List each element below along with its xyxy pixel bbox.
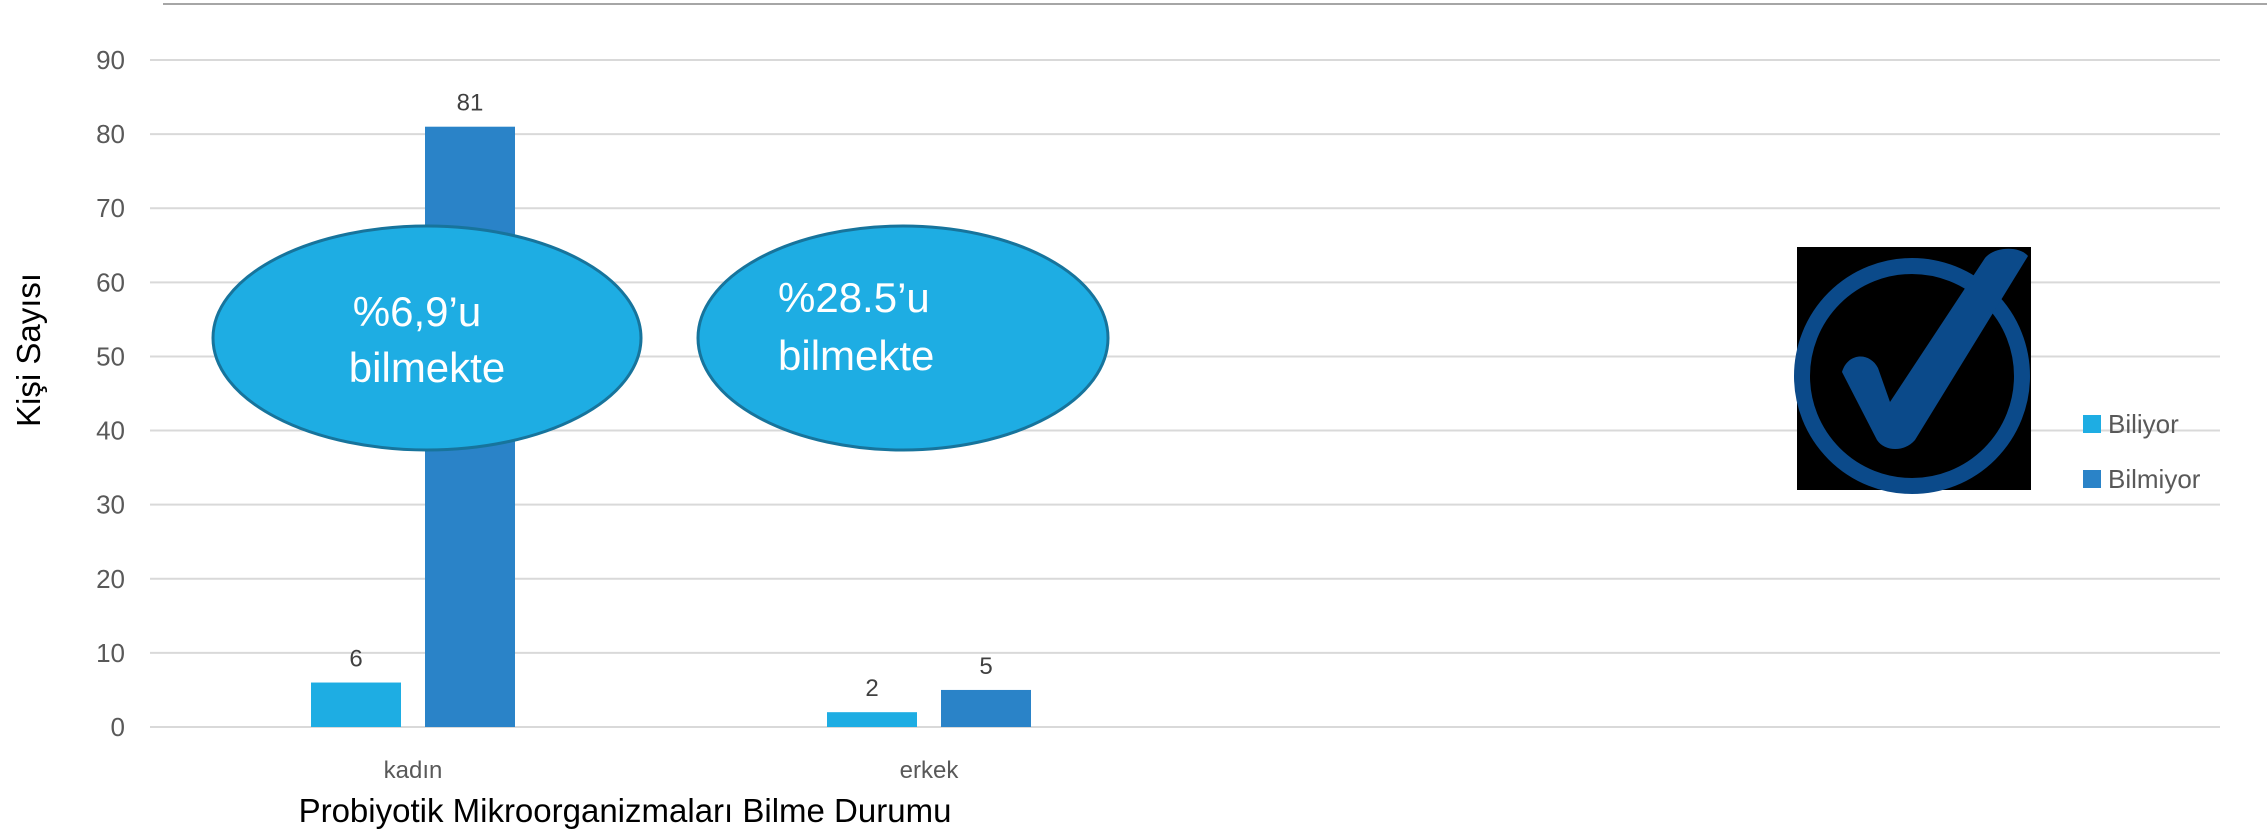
category-labels: kadın erkek: [384, 757, 960, 784]
legend: Biliyor Bilmiyor: [2083, 409, 2201, 494]
annotation-text-line1: %28.5’u: [778, 274, 930, 321]
y-tick-label: 0: [111, 712, 125, 742]
data-labels: 6 81 2 5: [349, 90, 992, 702]
y-axis-title: Kişi Sayısı: [10, 273, 47, 427]
annotation-bubble-erkek: %28.5’u bilmekte: [696, 224, 1110, 452]
legend-label-biliyor: Biliyor: [2108, 409, 2179, 439]
category-label: erkek: [900, 757, 960, 784]
y-tick-label: 60: [96, 267, 125, 297]
annotation-text-line1: %6,9’u: [353, 288, 481, 335]
annotation-text-line2: bilmekte: [349, 344, 505, 391]
y-tick-label: 90: [96, 45, 125, 75]
annotation-ellipse: [696, 224, 1110, 452]
y-tick-label: 10: [96, 638, 125, 668]
check-circle-ring: [1794, 258, 2030, 494]
x-axis-title: Probiyotik Mikroorganizmaları Bilme Duru…: [299, 792, 952, 829]
data-label: 5: [979, 653, 992, 680]
bar: [311, 682, 401, 727]
legend-swatch-bilmiyor: [2083, 470, 2101, 488]
bar: [941, 689, 1031, 727]
data-label: 81: [457, 90, 484, 117]
annotation-ellipse: [211, 224, 643, 452]
y-tick-label: 20: [96, 564, 125, 594]
y-tick-label: 40: [96, 416, 125, 446]
y-tick-labels: 0 10 20 30 40 50 60 70 80 90: [96, 45, 125, 742]
y-tick-label: 70: [96, 193, 125, 223]
category-label: kadın: [384, 757, 443, 784]
y-tick-label: 80: [96, 119, 125, 149]
annotation-bubble-kadin: %6,9’u bilmekte: [211, 224, 643, 452]
y-tick-label: 30: [96, 490, 125, 520]
check-mark-path: [1842, 248, 2028, 449]
data-label: 6: [349, 646, 362, 673]
check-circle-icon: [1794, 247, 2031, 494]
y-tick-label: 50: [96, 341, 125, 371]
legend-label-bilmiyor: Bilmiyor: [2108, 464, 2201, 494]
annotation-text-line2: bilmekte: [778, 332, 934, 379]
legend-swatch-biliyor: [2083, 415, 2101, 433]
data-label: 2: [865, 675, 878, 702]
bar: [827, 712, 917, 727]
